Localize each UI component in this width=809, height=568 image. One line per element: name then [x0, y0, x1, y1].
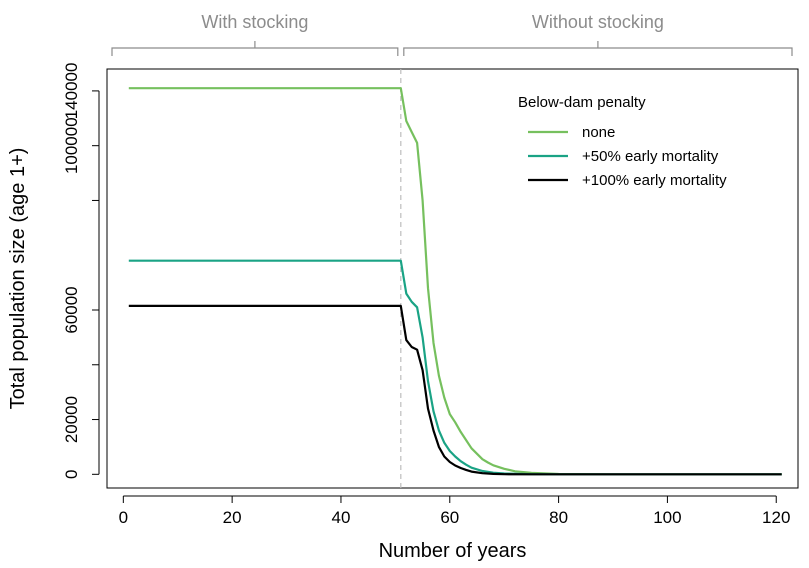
legend: Below-dam penalty none +50% early mortali…: [518, 94, 727, 189]
y-tick-label: 0: [62, 470, 81, 479]
legend-label: +50% early mortality: [582, 148, 719, 165]
y-tick-label: 60000: [62, 286, 81, 333]
x-tick-label: 40: [331, 508, 350, 527]
x-tick-label: 120: [762, 508, 790, 527]
series-line: [128, 259, 782, 476]
series-lines: [128, 87, 782, 476]
period-bracket: [403, 41, 793, 56]
period-bracket: [111, 41, 399, 56]
legend-label: +100% early mortality: [582, 172, 727, 189]
period-label: With stocking: [201, 12, 308, 32]
legend-title: Below-dam penalty: [518, 94, 646, 111]
y-axis-label: Total population size (age 1+): [7, 148, 29, 410]
legend-label: none: [582, 124, 615, 141]
x-tick-label: 60: [440, 508, 459, 527]
x-tick-label: 20: [223, 508, 242, 527]
series-line: [128, 304, 782, 476]
x-axis: 0 20 40 60 80 100 120: [119, 495, 790, 527]
y-tick-label: 140000: [62, 63, 81, 120]
y-tick-label: 100000: [62, 117, 81, 174]
x-axis-label: Number of years: [379, 540, 527, 562]
period-label: Without stocking: [532, 12, 664, 32]
series-line: [128, 87, 782, 476]
x-tick-label: 100: [653, 508, 681, 527]
plot-frame: [106, 68, 799, 489]
period-brackets: With stocking Without stocking: [111, 12, 793, 56]
y-tick-label: 20000: [62, 396, 81, 443]
x-tick-label: 80: [549, 508, 568, 527]
x-tick-label: 0: [119, 508, 128, 527]
